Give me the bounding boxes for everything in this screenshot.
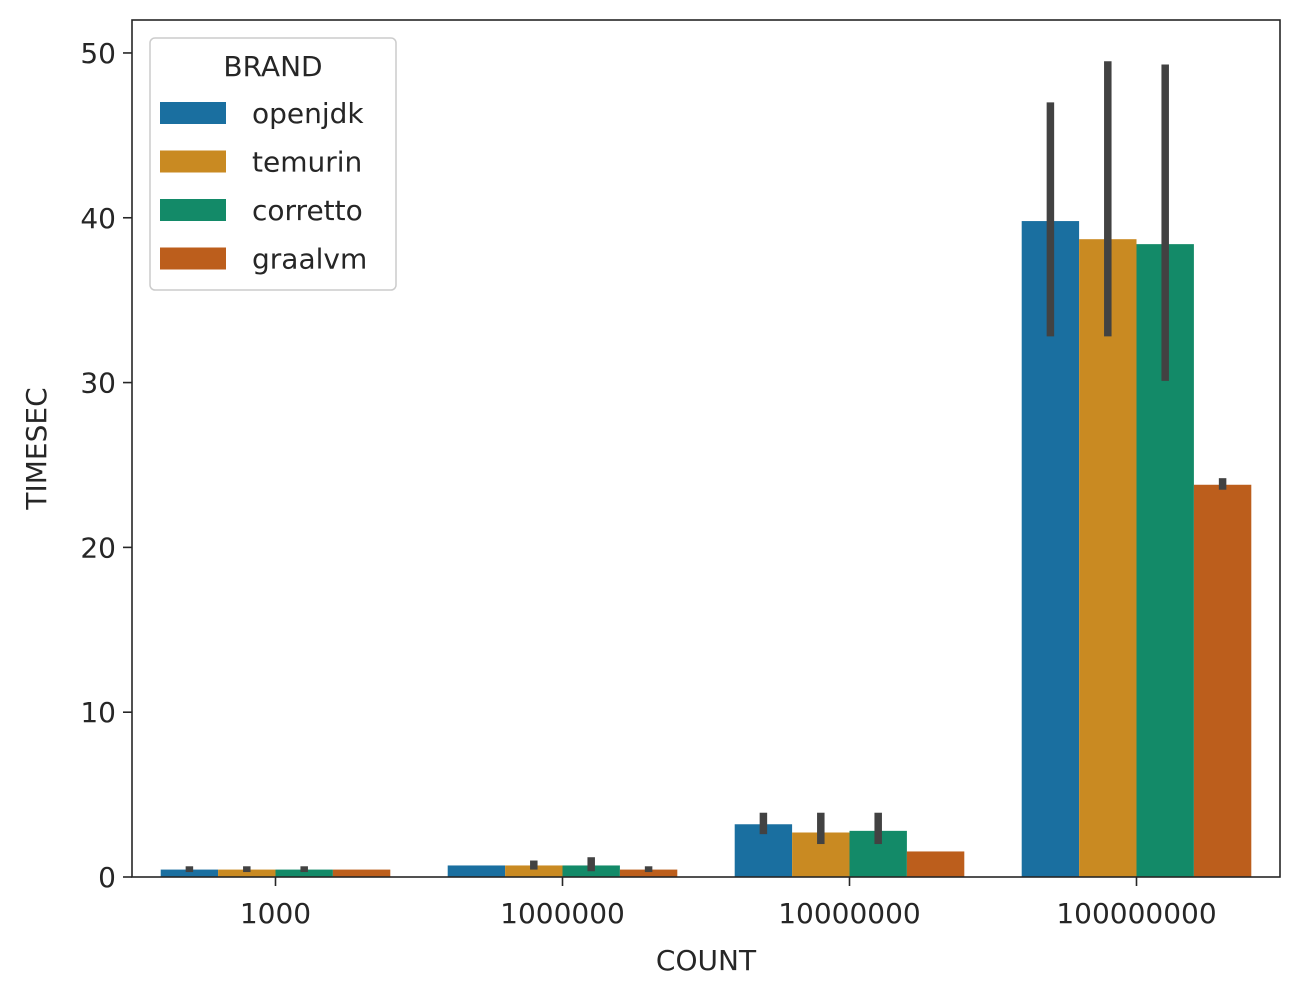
bar-corretto-1000: [275, 869, 333, 877]
bar-openjdk-1000000: [447, 865, 506, 877]
y-tick-label: 30: [80, 367, 116, 400]
plot-frame: [131, 19, 1281, 878]
y-tick-label: 40: [80, 202, 116, 235]
x-axis: 1000 1000000 10000000 100000000: [240, 877, 1217, 930]
legend-label-graalvm[interactable]: graalvm: [252, 243, 367, 276]
legend-swatch-temurin: [160, 150, 226, 173]
bar-temurin-1000000: [505, 865, 563, 877]
legend-label-corretto[interactable]: corretto: [252, 194, 363, 227]
legend-swatch-graalvm: [160, 247, 226, 270]
y-tick-label: 0: [98, 861, 116, 894]
bar-temurin-100000000: [1079, 239, 1137, 878]
error-bars-layer: [185, 61, 1227, 873]
legend-box: [149, 37, 397, 291]
legend-title: BRAND: [223, 50, 322, 83]
bar-temurin-1000: [218, 869, 276, 877]
x-tick-label: 10000000: [778, 897, 921, 930]
x-axis-label: COUNT: [656, 944, 757, 977]
y-tick-label: 10: [80, 696, 116, 729]
y-axis-label: TIMESEC: [20, 387, 53, 510]
x-tick-label: 1000: [240, 897, 311, 930]
legend-label-openjdk[interactable]: openjdk: [252, 97, 364, 130]
bar-graalvm-10000000: [906, 851, 965, 877]
x-tick-label: 100000000: [1056, 897, 1216, 930]
bar-graalvm-1000: [332, 869, 391, 877]
y-axis: 0 10 20 30 40 50: [80, 37, 132, 894]
y-tick-label: 50: [80, 37, 116, 70]
legend[interactable]: BRAND openjdk temurin corretto graalvm: [149, 37, 397, 291]
bars-layer: [160, 221, 1252, 878]
legend-swatch-openjdk: [160, 102, 226, 124]
legend-swatch-corretto: [160, 199, 226, 221]
bar-graalvm-1000000: [619, 869, 678, 877]
bar-graalvm-100000000: [1193, 484, 1252, 877]
bar-openjdk-1000: [160, 869, 219, 877]
y-tick-label: 20: [80, 531, 116, 564]
x-tick-label: 1000000: [500, 897, 625, 930]
legend-label-temurin[interactable]: temurin: [252, 146, 362, 179]
